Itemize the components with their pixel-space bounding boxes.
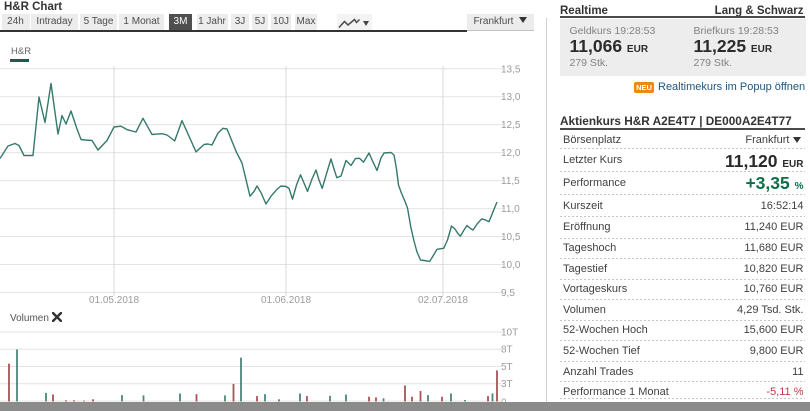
svg-text:10,0: 10,0 xyxy=(501,260,521,271)
svg-text:01.05.2018: 01.05.2018 xyxy=(89,295,139,306)
svg-text:9,5: 9,5 xyxy=(501,288,515,299)
svg-text:12,0: 12,0 xyxy=(501,148,521,159)
svg-text:11,5: 11,5 xyxy=(501,176,520,187)
svg-text:10T: 10T xyxy=(501,328,518,339)
svg-text:13,0: 13,0 xyxy=(501,92,521,103)
svg-text:01.06.2018: 01.06.2018 xyxy=(261,295,311,306)
svg-text:8T: 8T xyxy=(501,345,513,356)
svg-text:3T: 3T xyxy=(501,379,513,390)
svg-text:10,5: 10,5 xyxy=(501,232,521,243)
svg-text:13,5: 13,5 xyxy=(501,64,521,75)
svg-text:12,5: 12,5 xyxy=(501,120,521,131)
svg-text:02.07.2018: 02.07.2018 xyxy=(418,295,468,306)
svg-text:5T: 5T xyxy=(501,362,513,373)
svg-text:11,0: 11,0 xyxy=(501,204,520,215)
